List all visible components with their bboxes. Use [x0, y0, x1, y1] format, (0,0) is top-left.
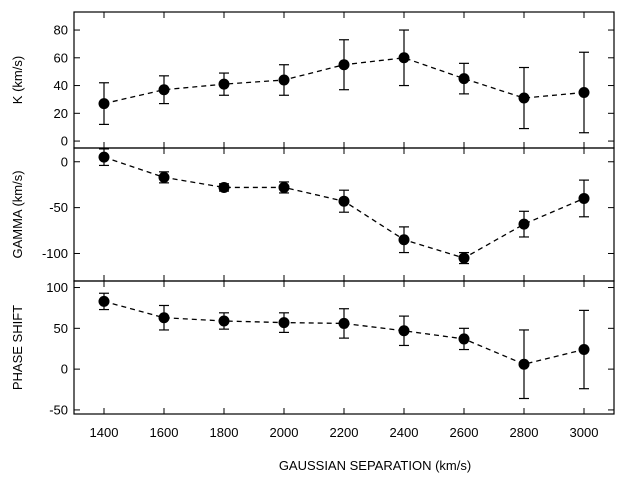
data-point [278, 317, 290, 329]
data-point [278, 74, 290, 86]
y-tick-label: 0 [61, 362, 68, 377]
data-point [98, 98, 110, 110]
data-point [338, 317, 350, 329]
panel-1: 0 20 40 60 80 K (km/s) [10, 11, 615, 149]
y-tick-label: 60 [54, 50, 68, 65]
x-tick-label: 2800 [510, 425, 539, 440]
y-axis-label: PHASE SHIFT [10, 305, 25, 390]
y-axis-label: GAMMA (km/s) [10, 170, 25, 258]
data-point [458, 73, 470, 85]
data-point [458, 333, 470, 345]
data-point [398, 234, 410, 246]
y-axis-label: K (km/s) [10, 56, 25, 104]
y-tick-label: 20 [54, 106, 68, 121]
data-point [518, 218, 530, 230]
series-line [103, 300, 585, 365]
x-tick-label: 1400 [90, 425, 119, 440]
x-tick-label: 2600 [450, 425, 479, 440]
x-axis-label: GAUSSIAN SEPARATION (km/s) [279, 458, 471, 473]
data-point [338, 195, 350, 207]
panel-2: 0 -50 -100 GAMMA (km/s) [10, 147, 615, 282]
data-point [98, 295, 110, 307]
x-tick-label: 3000 [570, 425, 599, 440]
x-tick-label: 2400 [390, 425, 419, 440]
y-tick-label: 100 [46, 280, 68, 295]
y-tick-label: 0 [61, 134, 68, 149]
data-point [398, 52, 410, 64]
y-tick-label: 0 [61, 154, 68, 169]
data-point [158, 312, 170, 324]
data-point [578, 192, 590, 204]
x-axis: 1400 1600 1800 2000 2200 2400 2600 2800 3000 [90, 425, 599, 440]
data-point [338, 59, 350, 71]
data-point [518, 92, 530, 104]
data-point [158, 171, 170, 183]
panel-frame [73, 280, 615, 415]
y-tick-label: 80 [54, 23, 68, 38]
y-tick-label: -50 [49, 200, 68, 215]
x-tick-label: 1800 [210, 425, 239, 440]
data-point [398, 325, 410, 337]
data-point [458, 252, 470, 264]
y-tick-label: -50 [49, 402, 68, 417]
x-tick-label: 1600 [150, 425, 179, 440]
y-tick-label: -100 [42, 246, 68, 261]
data-point [218, 315, 230, 327]
panel-3: -50 0 50 100 PHASE SHIFT [10, 280, 615, 417]
data-point [278, 181, 290, 193]
data-point [98, 151, 110, 163]
data-point [158, 84, 170, 96]
data-point [518, 358, 530, 370]
data-point [218, 78, 230, 90]
data-point [578, 344, 590, 356]
data-point [578, 86, 590, 98]
x-tick-label: 2200 [330, 425, 359, 440]
y-tick-label: 40 [54, 78, 68, 93]
y-tick-label: 50 [54, 321, 68, 336]
chart-panels: 0 20 40 60 80 K (km/s) 0 -50 -100 GAMMA (km/s) -50… [10, 11, 615, 417]
x-tick-label: 2000 [270, 425, 299, 440]
data-point [218, 181, 230, 193]
panel-frame [73, 147, 615, 282]
